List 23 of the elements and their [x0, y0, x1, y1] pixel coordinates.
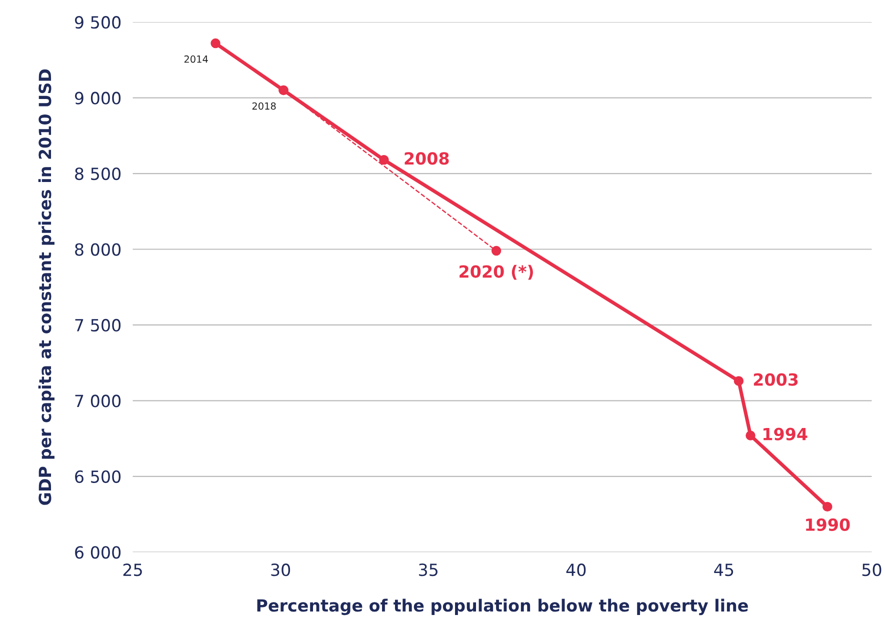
x-tick-label: 40: [566, 564, 586, 576]
y-tick-label: 6 000: [75, 546, 121, 559]
y-tick-label: 9 000: [74, 92, 121, 104]
x-tick-label: 50: [862, 564, 882, 576]
y-axis-title: GDP per capita at constant prices in 2010 USD: [38, 69, 54, 505]
x-tick-label: 45: [714, 564, 734, 576]
y-tick-label: 9 500: [74, 16, 121, 29]
y-tick-label: 7 000: [75, 394, 121, 408]
annotation: 2014: [184, 55, 208, 63]
annotation: 2008: [404, 152, 449, 165]
annotation: 2020 (*): [460, 264, 533, 280]
annotation: 1994: [764, 428, 808, 440]
annotation: 1990: [806, 518, 850, 531]
y-tick-label: 8 000: [75, 243, 121, 256]
y-tick-label: 6 500: [75, 470, 121, 483]
x-tick-label: 25: [123, 564, 142, 576]
y-tick-label: 8 500: [75, 167, 121, 180]
annotation: 2003: [754, 373, 798, 386]
y-tick-label: 7 500: [75, 318, 121, 332]
x-axis-title: Percentage of the population below the poverty line: [257, 598, 748, 616]
annotation: 2018: [252, 102, 276, 110]
x-tick-label: 30: [271, 564, 290, 576]
x-tick-label: 35: [419, 564, 438, 576]
